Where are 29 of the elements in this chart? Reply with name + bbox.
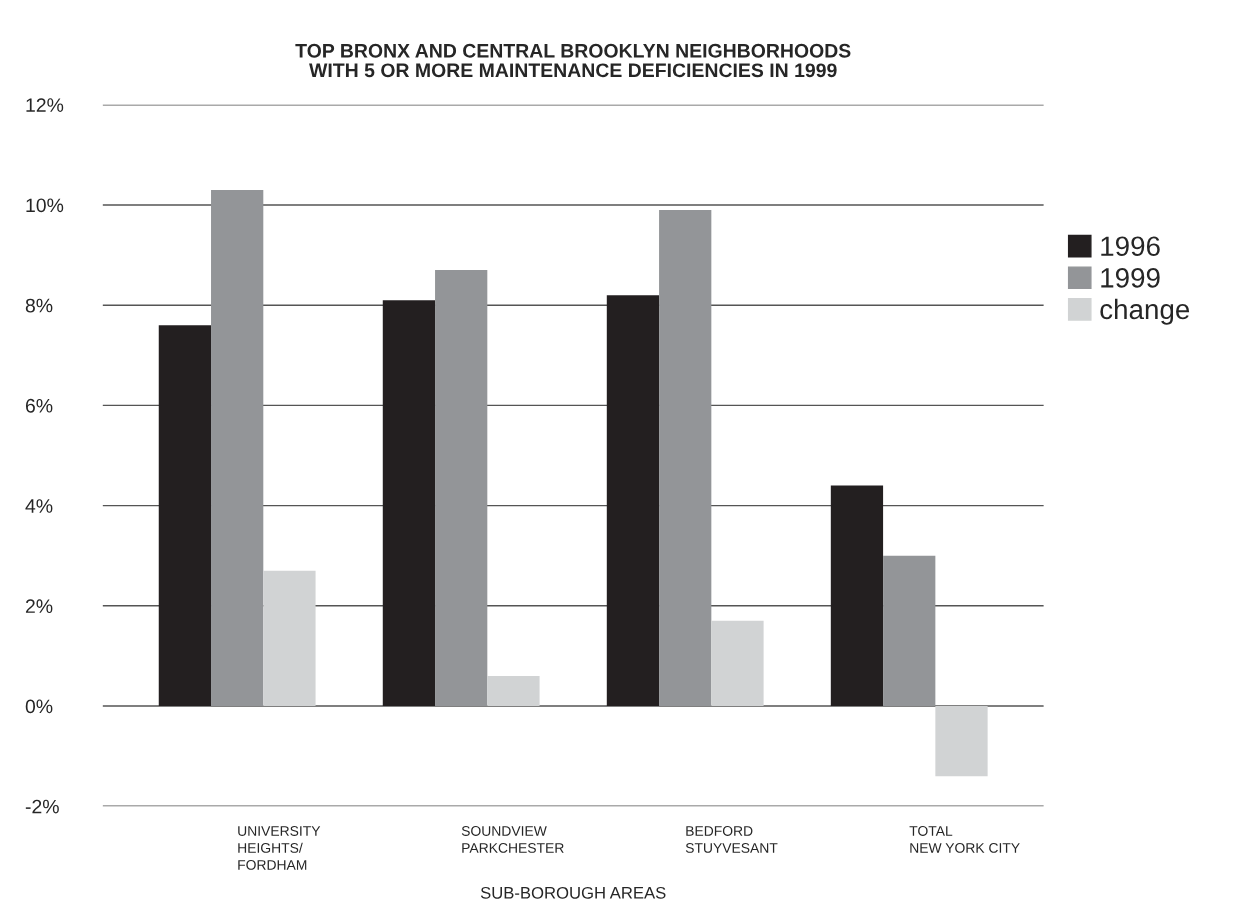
x-tick-label: BEDFORD STUYVESANT <box>685 826 778 853</box>
bar <box>711 620 764 707</box>
bar <box>158 325 212 707</box>
y-tick-label: -2% <box>25 799 59 814</box>
x-axis-title: SUB-BOROUGH AREAS <box>480 886 666 899</box>
bar <box>435 270 488 707</box>
bar <box>606 295 660 707</box>
y-tick-label: 12% <box>26 98 64 112</box>
bar <box>382 300 436 707</box>
y-tick-label: 4% <box>25 499 53 513</box>
x-tick-label: SOUNDVIEW PARKCHESTER <box>461 826 564 853</box>
x-tick-label: UNIVERSITY HEIGHTS/ FORDHAM <box>238 826 321 870</box>
y-tick-label: 2% <box>25 599 53 613</box>
y-tick-label: 6% <box>25 398 53 413</box>
bar <box>935 706 988 777</box>
bar <box>659 209 712 707</box>
chart-title: TOP BRONX AND CENTRAL BROOKLYN NEIGHBORHOODS WITH 5 OR MORE MAINTENANCE DEFICIENCIES IN 1999 <box>295 43 851 78</box>
legend-label: change <box>1100 298 1190 325</box>
x-tick-label: TOTAL NEW YORK CITY <box>909 826 1020 853</box>
y-tick-label: 8% <box>25 298 53 313</box>
bar <box>211 189 264 707</box>
y-tick-label: 0% <box>25 699 53 714</box>
y-tick-label: 10% <box>26 198 64 213</box>
bar <box>883 555 936 707</box>
legend-label: 1996 <box>1101 236 1160 257</box>
bar <box>487 675 540 707</box>
bar <box>830 485 884 707</box>
bar <box>263 570 316 707</box>
legend-label: 1999 <box>1101 267 1160 288</box>
